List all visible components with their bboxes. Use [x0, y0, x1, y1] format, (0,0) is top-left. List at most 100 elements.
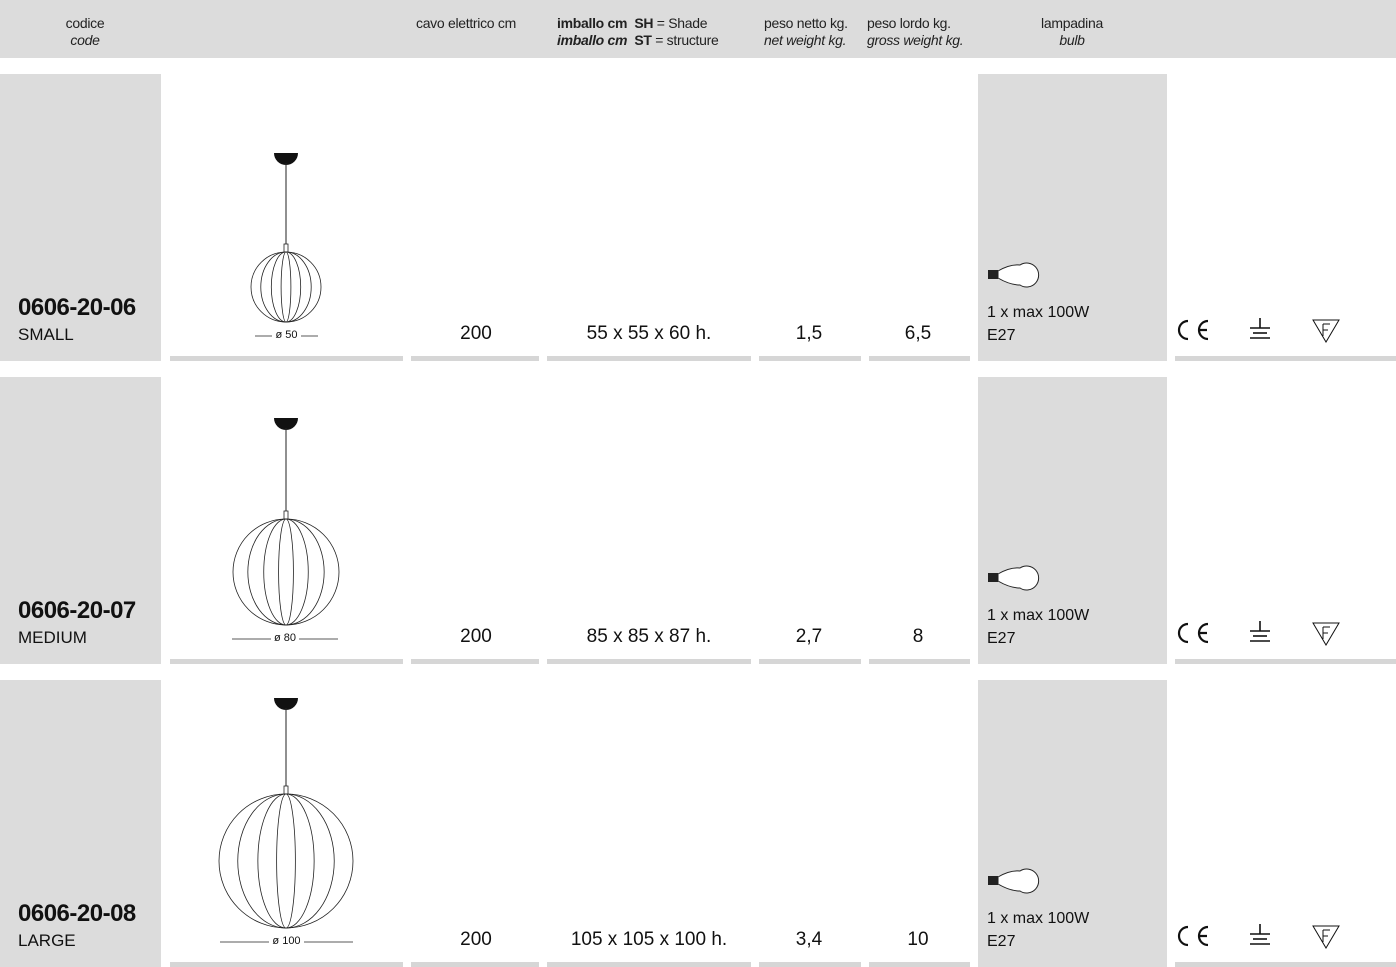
product-code: 0606-20-07 [18, 597, 136, 624]
product-code: 0606-20-08 [18, 900, 136, 927]
ground-symbol [1250, 318, 1270, 339]
canopy [274, 698, 298, 710]
f-mark [1312, 925, 1340, 949]
packaging-size: 85 x 85 x 87 h. [586, 626, 712, 647]
header-text: peso lordo kg. [867, 15, 951, 31]
bulb-icon [988, 565, 1040, 591]
header-text: cavo elettrico cm [416, 15, 516, 31]
row-divider [411, 962, 539, 967]
bulb-icon [988, 262, 1040, 288]
product-size: MEDIUM [18, 628, 87, 647]
gross-weight: 10 [907, 929, 929, 950]
f-mark [1312, 319, 1340, 343]
row-divider [1175, 356, 1396, 361]
ground-symbol [1250, 924, 1270, 945]
sphere [232, 518, 340, 626]
code-cell [0, 377, 161, 664]
ce-mark [1177, 319, 1209, 341]
row-divider [170, 659, 403, 664]
header-gross: peso lordo kg. gross weight kg. [867, 15, 964, 49]
header-text: SH [634, 15, 654, 31]
canopy [274, 418, 298, 430]
header-text: lampadina [1041, 15, 1103, 31]
canopy [274, 153, 298, 165]
diameter-label: ø 80 [270, 632, 299, 644]
connector [283, 785, 289, 795]
f-mark [1312, 622, 1340, 646]
row-divider [1175, 659, 1396, 664]
header-text: = structure [655, 32, 719, 48]
product-size: LARGE [18, 931, 76, 950]
header-text: imballo cm [557, 15, 628, 31]
row-divider [547, 356, 751, 361]
row-divider [869, 356, 970, 361]
header-code: codice code [35, 15, 135, 49]
header-bar: codice code cavo elettrico cm imballo cm … [0, 0, 1396, 58]
sphere [218, 793, 354, 929]
diameter-label: ø 100 [269, 935, 304, 947]
gross-weight: 8 [912, 626, 924, 647]
bulb-spec: 1 x max 100W [987, 304, 1090, 321]
ce-mark [1177, 925, 1209, 947]
header-text: codice [65, 15, 105, 31]
header-bulb: lampadina bulb [1022, 15, 1122, 49]
row-divider [411, 659, 539, 664]
header-text: ST [634, 32, 652, 48]
cable-length: 200 [460, 626, 492, 647]
row-divider [411, 356, 539, 361]
header-packaging: imballo cm SH = Shade imballo cm ST = st… [557, 15, 719, 49]
code-cell [0, 74, 161, 361]
header-text: gross weight kg. [867, 32, 964, 48]
code-cell [0, 680, 161, 967]
row-graphics [218, 698, 1340, 949]
row-divider [869, 962, 970, 967]
ground-symbol [1250, 621, 1270, 642]
row-divider [547, 962, 751, 967]
product-row: 0606-20-07 MEDIUM ø 80 200 85 x 85 x 87 … [0, 377, 1396, 664]
sphere [250, 251, 322, 323]
row-divider [170, 962, 403, 967]
row-divider [759, 356, 861, 361]
header-text: imballo cm [557, 32, 628, 48]
diameter-label: ø 50 [272, 329, 301, 341]
net-weight: 2,7 [795, 626, 823, 647]
row-divider [170, 356, 403, 361]
bulb-socket: E27 [987, 630, 1016, 647]
row-divider [759, 659, 861, 664]
header-text: code [70, 32, 100, 48]
row-divider [869, 659, 970, 664]
product-row: 0606-20-08 LARGE ø 100 200 105 x 105 x 1… [0, 680, 1396, 967]
row-divider [759, 962, 861, 967]
packaging-size: 55 x 55 x 60 h. [586, 323, 712, 344]
bulb-socket: E27 [987, 933, 1016, 950]
net-weight: 1,5 [795, 323, 823, 344]
bulb-spec: 1 x max 100W [987, 910, 1090, 927]
row-graphics [232, 418, 1340, 646]
connector [283, 243, 289, 253]
product-row: 0606-20-06 SMALL ø 50 200 55 x 55 x 60 h… [0, 74, 1396, 361]
product-code: 0606-20-06 [18, 294, 136, 321]
row-divider [1175, 962, 1396, 967]
connector [283, 510, 289, 520]
packaging-size: 105 x 105 x 100 h. [570, 929, 728, 950]
header-text: = Shade [656, 15, 708, 31]
bulb-icon [988, 868, 1040, 894]
header-text: bulb [1059, 32, 1085, 48]
cable-length: 200 [460, 323, 492, 344]
header-text: peso netto kg. [764, 15, 848, 31]
gross-weight: 6,5 [904, 323, 932, 344]
bulb-cell [978, 377, 1167, 664]
cable-length: 200 [460, 929, 492, 950]
net-weight: 3,4 [795, 929, 823, 950]
row-graphics [250, 153, 1340, 343]
ce-mark [1177, 622, 1209, 644]
header-text: net weight kg. [764, 32, 847, 48]
bulb-cell [978, 680, 1167, 967]
bulb-spec: 1 x max 100W [987, 607, 1090, 624]
header-net: peso netto kg. net weight kg. [764, 15, 848, 49]
bulb-socket: E27 [987, 327, 1016, 344]
row-divider [547, 659, 751, 664]
bulb-cell [978, 74, 1167, 361]
product-size: SMALL [18, 325, 74, 344]
